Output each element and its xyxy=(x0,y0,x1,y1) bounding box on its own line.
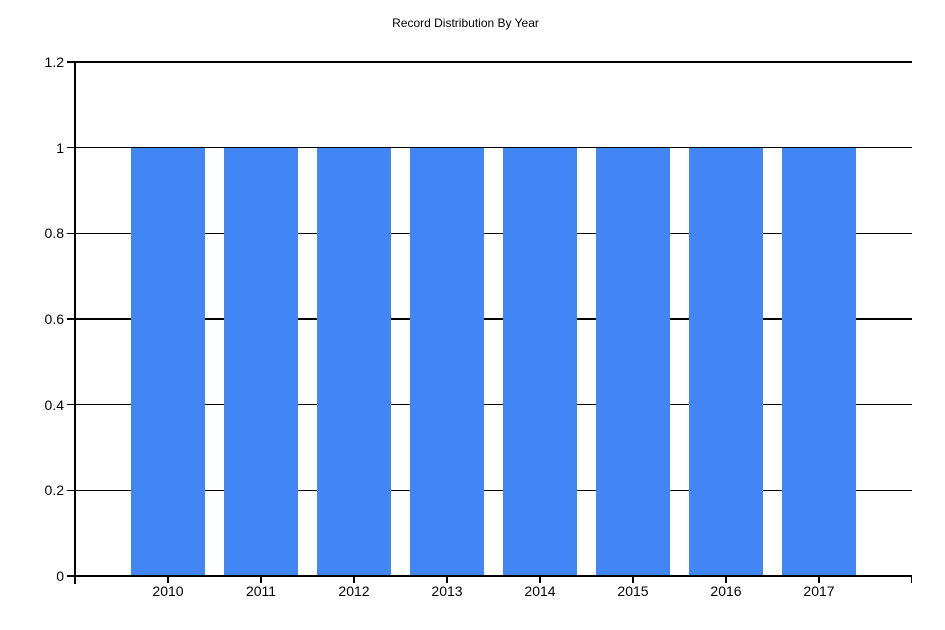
y-tick-label: 0 xyxy=(56,568,64,584)
x-tick-label: 2017 xyxy=(803,583,835,599)
bar xyxy=(131,147,205,576)
y-axis-tick xyxy=(67,403,75,406)
bar xyxy=(689,147,763,576)
x-axis-tick xyxy=(539,577,541,583)
y-tick-label: 0.2 xyxy=(44,482,64,499)
x-axis-tick xyxy=(353,577,355,583)
x-axis-tick xyxy=(260,577,262,583)
y-axis-tick xyxy=(67,61,75,63)
gridline xyxy=(75,61,912,63)
bar xyxy=(596,147,670,576)
x-tick-label: 2010 xyxy=(152,583,184,599)
y-axis-tick xyxy=(67,232,75,235)
y-tick-label: 1 xyxy=(56,139,64,156)
x-tick-label: 2015 xyxy=(617,583,649,599)
x-axis-tick xyxy=(725,577,727,583)
y-tick-label: 0.6 xyxy=(44,311,64,327)
x-axis-tick xyxy=(446,577,448,583)
x-tick-label: 2013 xyxy=(431,583,463,599)
y-axis-tick xyxy=(67,318,75,320)
bar xyxy=(410,147,484,576)
x-axis-tick xyxy=(632,577,634,583)
y-tick-label: 0.8 xyxy=(44,225,64,242)
gridline xyxy=(75,318,912,320)
x-axis-tick xyxy=(167,577,169,583)
bar xyxy=(224,147,298,576)
y-axis-tick xyxy=(67,489,75,492)
y-axis-tick xyxy=(67,575,75,577)
x-axis-tick xyxy=(818,577,820,583)
gridline xyxy=(75,489,912,492)
y-tick-label: 1.2 xyxy=(44,54,64,70)
bar xyxy=(317,147,391,576)
x-tick-label: 2011 xyxy=(245,583,277,599)
x-axis-line xyxy=(75,575,912,577)
x-tick-label: 2014 xyxy=(524,583,556,599)
gridline xyxy=(75,403,912,406)
x-axis-end-tick xyxy=(910,577,912,583)
gridline xyxy=(75,232,912,235)
x-tick-label: 2016 xyxy=(710,583,742,599)
y-axis-line xyxy=(74,62,76,584)
x-tick-label: 2012 xyxy=(338,583,370,599)
y-tick-label: 0.4 xyxy=(44,396,64,413)
y-axis-tick xyxy=(67,146,75,149)
bar xyxy=(782,147,856,576)
bar xyxy=(503,147,577,576)
chart-title: Record Distribution By Year xyxy=(392,16,539,30)
gridline xyxy=(75,146,912,149)
